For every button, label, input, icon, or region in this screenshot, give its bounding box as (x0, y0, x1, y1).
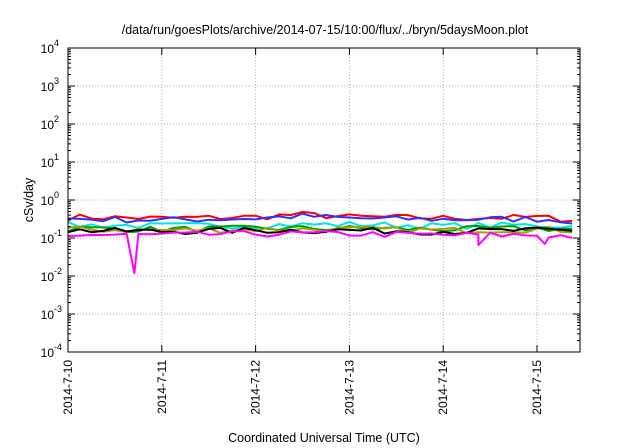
x-tick-label: 2014-7-15 (530, 360, 544, 415)
y-tick-exponent: 0 (54, 190, 59, 200)
y-tick-label: 10 (41, 346, 55, 360)
y-tick-label: 10 (41, 270, 55, 284)
series-group (67, 210, 573, 274)
chart-title: /data/run/goesPlots/archive/2014-07-15/1… (122, 23, 529, 37)
y-tick-exponent: 3 (54, 76, 59, 86)
y-tick-exponent: -2 (54, 266, 62, 276)
x-axis-label: Coordinated Universal Time (UTC) (228, 431, 420, 445)
y-tick-label: 10 (41, 80, 55, 94)
series-line-7 (67, 230, 573, 274)
y-tick-label: 10 (41, 42, 55, 56)
y-tick-exponent: -3 (54, 304, 62, 314)
grid (67, 47, 580, 353)
y-tick-label: 10 (41, 118, 55, 132)
x-tick-label: 2014-7-14 (436, 360, 450, 415)
x-tick-label: 2014-7-12 (249, 360, 263, 415)
x-axis-ticks: 2014-7-10 2014-7-11 2014-7-12 2014-7-13 2014… (61, 48, 544, 415)
y-tick-label: 10 (41, 308, 55, 322)
x-tick-label: 2014-7-10 (61, 360, 75, 415)
y-tick-exponent: 1 (54, 152, 59, 162)
series-line-2 (67, 212, 573, 225)
x-tick-label: 2014-7-13 (342, 360, 356, 415)
y-tick-label: 10 (41, 232, 55, 246)
y-tick-exponent: -4 (54, 342, 62, 352)
y-tick-label: 10 (41, 194, 55, 208)
y-tick-exponent: -1 (54, 228, 62, 238)
x-tick-label: 2014-7-11 (155, 360, 169, 414)
series-line-4 (67, 224, 573, 234)
y-axis-label: cSv/day (22, 177, 36, 222)
y-tick-label: 10 (41, 156, 55, 170)
y-tick-exponent: 4 (54, 38, 59, 48)
y-tick-exponent: 2 (54, 114, 59, 124)
